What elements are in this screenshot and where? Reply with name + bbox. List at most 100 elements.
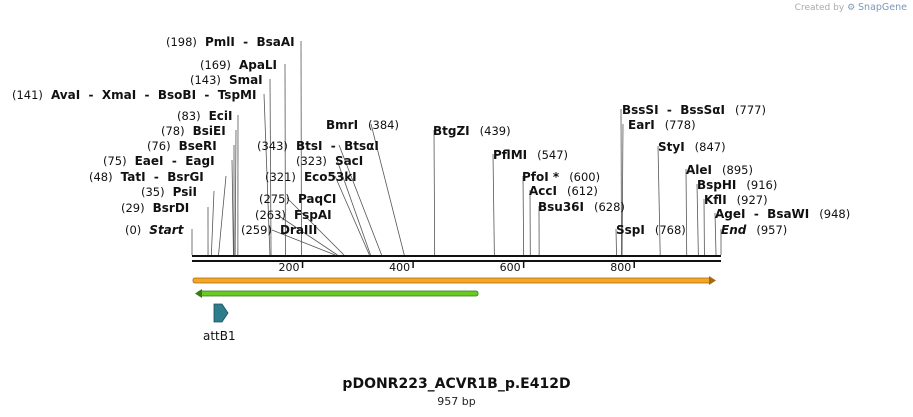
credit-brand: SnapGene	[858, 2, 907, 13]
attb1-feature[interactable]	[213, 303, 229, 323]
site-enzyme: Start	[149, 223, 184, 237]
site-position: (35)	[141, 185, 165, 199]
site-enzyme: PmlI - BsaAI	[205, 35, 295, 49]
site-line	[336, 159, 371, 256]
site-label[interactable]: (48) TatI - BsrGI	[89, 170, 204, 184]
site-enzyme: PfoI *	[522, 170, 560, 184]
svg-text:(198)PmlI - BsaAI: (198) PmlI - BsaAI	[166, 35, 295, 49]
site-label[interactable]: (29) BsrDI	[121, 201, 189, 215]
svg-text:PfoI *(600): PfoI * (600)	[522, 170, 600, 184]
site-label[interactable]: BtgZI (439)	[433, 124, 511, 138]
site-line	[696, 183, 699, 256]
svg-text:(275)PaqCI: (275) PaqCI	[259, 192, 336, 206]
site-label[interactable]: AgeI - BsaWI (948)	[715, 207, 850, 221]
site-label[interactable]: (259) DraIII	[241, 223, 317, 237]
svg-text:(323)SacI: (323) SacI	[296, 154, 363, 168]
site-line	[231, 159, 234, 256]
site-enzyme: FspAI	[294, 208, 332, 222]
svg-text:(35)PsiI: (35) PsiI	[141, 185, 197, 199]
site-label[interactable]: End (957)	[721, 223, 787, 237]
credit: Created by ⚙ SnapGene	[795, 2, 907, 13]
attb1-label: attB1	[203, 329, 236, 343]
site-label[interactable]: PflMI (547)	[493, 148, 568, 162]
site-label[interactable]: AleI (895)	[686, 163, 753, 177]
svg-text:EarI(778): EarI (778)	[628, 118, 696, 132]
site-position: (927)	[737, 193, 768, 207]
site-position: (259)	[241, 223, 272, 237]
site-enzyme: BtsI - BtsαI	[296, 139, 379, 153]
svg-text:Bsu36I(628): Bsu36I (628)	[538, 200, 625, 214]
site-label[interactable]: (343) BtsI - BtsαI	[257, 139, 379, 153]
site-enzyme: EciI	[209, 109, 233, 123]
site-label[interactable]: StyI (847)	[658, 140, 726, 154]
site-label[interactable]: (0) Start	[125, 223, 185, 237]
site-enzyme: BmrI	[326, 118, 358, 132]
site-position: (768)	[655, 223, 686, 237]
svg-text:End(957): End (957)	[721, 223, 787, 237]
site-enzyme: SacI	[335, 154, 363, 168]
site-label[interactable]: (263) FspAI	[255, 208, 332, 222]
site-label[interactable]: EarI (778)	[628, 118, 696, 132]
site-label[interactable]: (323) SacI	[296, 154, 363, 168]
site-line	[271, 229, 336, 256]
site-label[interactable]: BssSI - BssSαI (777)	[622, 103, 766, 117]
site-label[interactable]: (78) BsiEI	[161, 124, 226, 138]
site-line	[338, 144, 382, 256]
site-enzyme: BsiEI	[193, 124, 226, 138]
site-label[interactable]: (321) Eco53kI	[265, 170, 357, 184]
svg-text:(263)FspAI: (263) FspAI	[255, 208, 332, 222]
site-label[interactable]: SspI (768)	[616, 223, 686, 237]
site-line	[714, 212, 717, 256]
site-enzyme: EaeI - EagI	[135, 154, 215, 168]
svg-text:BtgZI(439): BtgZI (439)	[433, 124, 511, 138]
site-position: (141)	[12, 88, 43, 102]
site-line	[522, 175, 525, 256]
orange-feature-arrow[interactable]	[192, 276, 716, 285]
site-line	[234, 129, 237, 256]
svg-text:AgeI - BsaWI(948): AgeI - BsaWI (948)	[715, 207, 850, 221]
site-enzyme: KflI	[704, 193, 727, 207]
site-label[interactable]: KflI (927)	[704, 193, 768, 207]
site-enzyme: BssSI - BssSαI	[622, 103, 725, 117]
site-label[interactable]: Bsu36I (628)	[538, 200, 625, 214]
site-label[interactable]: (35) PsiI	[141, 185, 197, 199]
plasmid-length: 957 bp	[437, 395, 476, 408]
ruler-tick-label: 800	[610, 261, 631, 274]
site-label[interactable]: (141) AvaI - XmaI - BsoBI - TspMI	[12, 88, 256, 102]
site-label[interactable]: PfoI * (600)	[522, 170, 600, 184]
site-label[interactable]: (169) ApaLI	[200, 58, 277, 72]
site-position: (777)	[735, 103, 766, 117]
site-enzyme: BsrDI	[153, 201, 190, 215]
site-position: (198)	[166, 35, 197, 49]
site-label[interactable]: (75) EaeI - EagI	[103, 154, 215, 168]
svg-text:PflMI(547): PflMI (547)	[493, 148, 568, 162]
site-label[interactable]: AccI (612)	[529, 184, 598, 198]
site-position: (384)	[368, 118, 399, 132]
site-enzyme: AvaI - XmaI - BsoBI - TspMI	[51, 88, 257, 102]
site-line	[615, 228, 617, 256]
svg-text:(141)AvaI - XmaI - BsoBI: (141) AvaI - XmaI - BsoBI - TspMI	[12, 88, 256, 102]
svg-text:(169)ApaLI: (169) ApaLI	[200, 58, 277, 72]
site-position: (169)	[200, 58, 231, 72]
site-enzyme: BseRI	[179, 139, 217, 153]
green-feature-arrow[interactable]	[195, 289, 479, 298]
site-enzyme: TatI - BsrGI	[121, 170, 204, 184]
site-label[interactable]: (198) PmlI - BsaAI	[166, 35, 295, 49]
svg-text:(0)Start: (0) Start	[125, 223, 185, 237]
site-enzyme: AleI	[686, 163, 712, 177]
site-label[interactable]: (76) BseRI	[147, 139, 217, 153]
site-position: (321)	[265, 170, 296, 184]
site-label[interactable]: (143) SmaI	[190, 73, 263, 87]
site-line	[210, 190, 215, 256]
site-line	[269, 78, 272, 256]
site-label[interactable]: BspHI (916)	[697, 178, 777, 192]
site-label[interactable]: (83) EciI	[177, 109, 233, 123]
svg-text:SspI(768): SspI (768)	[616, 223, 686, 237]
site-position: (263)	[255, 208, 286, 222]
site-enzyme: BspHI	[697, 178, 736, 192]
site-position: (600)	[569, 170, 600, 184]
site-position: (628)	[594, 200, 625, 214]
site-label[interactable]: (275) PaqCI	[259, 192, 336, 206]
site-enzyme: PflMI	[493, 148, 527, 162]
site-label[interactable]: BmrI (384)	[326, 118, 399, 132]
